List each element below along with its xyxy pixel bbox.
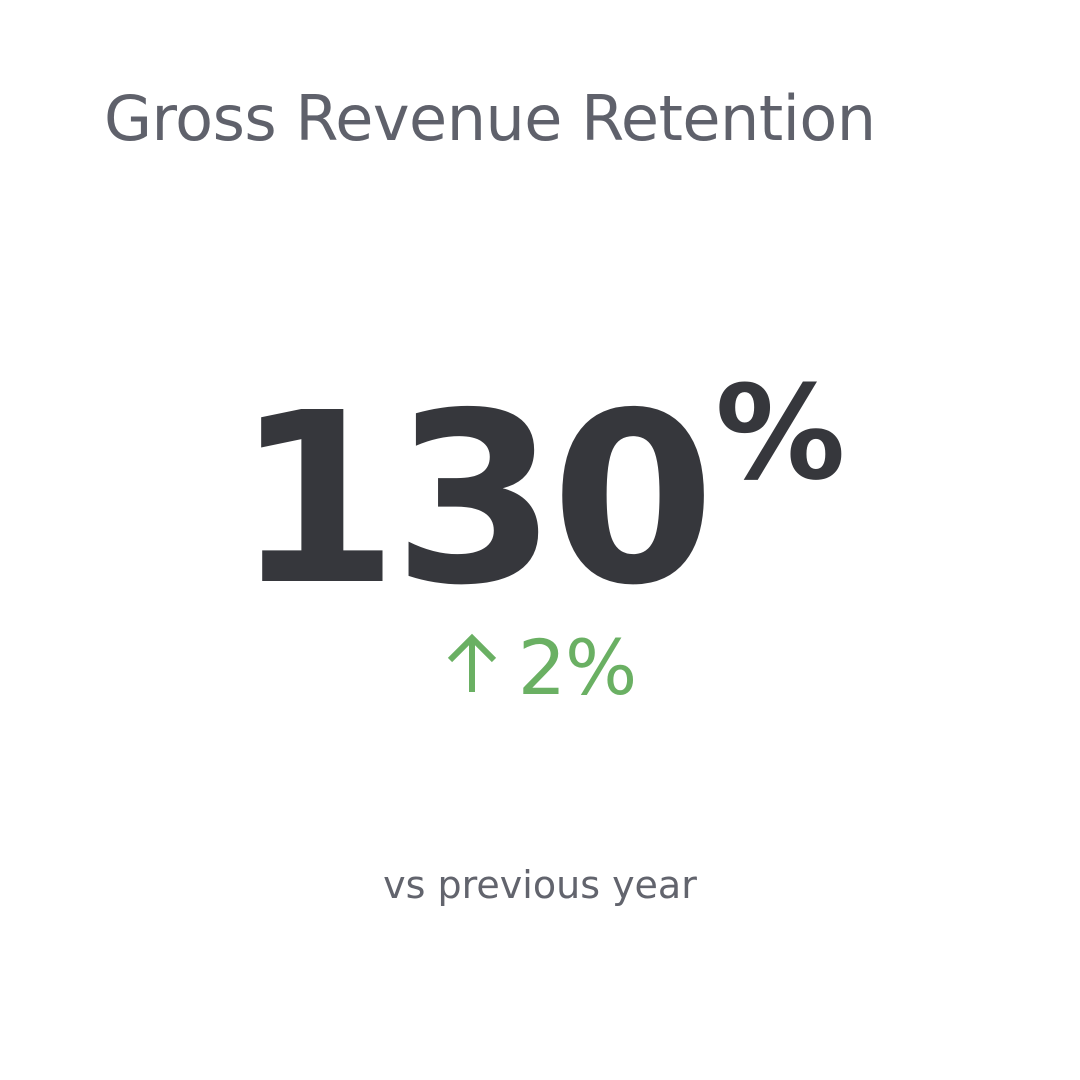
widget-title: Gross Revenue Retention (104, 82, 876, 155)
kpi-value-unit: % (715, 357, 846, 509)
arrow-up-icon (444, 632, 500, 696)
comparison-label: vs previous year (383, 863, 697, 907)
kpi-value: 130% (235, 368, 846, 618)
kpi-change-value: 2% (517, 623, 638, 712)
kpi-value-container: 130% (0, 368, 1080, 618)
kpi-change: 2% (0, 630, 1080, 706)
kpi-value-number: 130 (234, 362, 716, 637)
